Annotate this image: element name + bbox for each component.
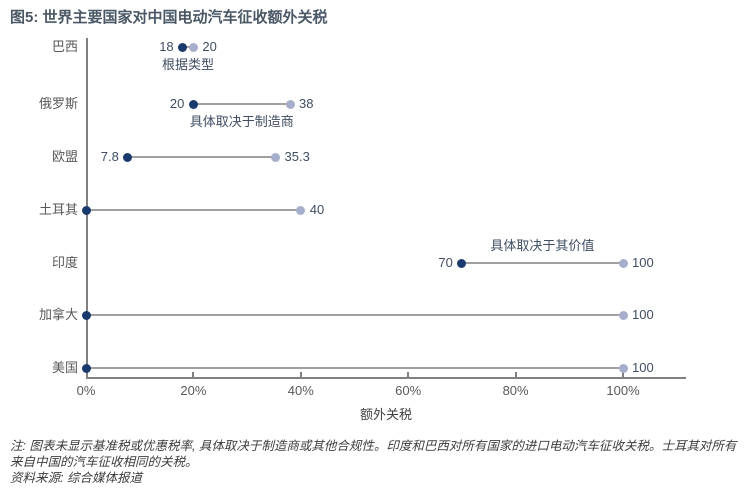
range-connector bbox=[86, 367, 623, 369]
max-value-label: 38 bbox=[299, 96, 314, 111]
max-value-dot bbox=[188, 42, 198, 52]
x-axis-line bbox=[86, 377, 686, 379]
min-value-dot bbox=[188, 99, 198, 109]
max-value-label: 100 bbox=[632, 307, 654, 322]
range-connector bbox=[182, 46, 194, 48]
min-value-label: 18 bbox=[159, 39, 174, 54]
max-value-dot bbox=[618, 363, 628, 373]
note-text: 注: 图表未显示基准税或优惠税率, 具体取决于制造商或其他合规性。印度和巴西对所… bbox=[10, 439, 737, 469]
category-label-7: 美国 bbox=[51, 360, 78, 375]
min-value-dot bbox=[123, 152, 133, 162]
range-annotation: 具体取决于制造商 bbox=[189, 114, 294, 129]
min-value-label: 70 bbox=[438, 255, 453, 270]
x-axis-title: 额外关税 bbox=[359, 407, 412, 422]
max-value-dot bbox=[271, 152, 281, 162]
x-axis-tick bbox=[514, 372, 517, 377]
range-connector bbox=[127, 156, 276, 158]
min-value-dot bbox=[81, 205, 91, 215]
range-annotation: 根据类型 bbox=[162, 57, 215, 72]
x-tick-label: 40% bbox=[287, 383, 314, 398]
max-value-dot bbox=[618, 258, 628, 268]
x-tick-label: 80% bbox=[502, 383, 529, 398]
max-value-label: 20 bbox=[202, 39, 217, 54]
category-label-3: 欧盟 bbox=[51, 149, 78, 164]
max-value-label: 35.3 bbox=[284, 149, 310, 164]
x-axis-tick bbox=[299, 372, 302, 377]
category-label-1: 巴西 bbox=[51, 39, 78, 54]
max-value-label: 100 bbox=[632, 255, 654, 270]
range-annotation: 具体取决于其价值 bbox=[490, 238, 595, 253]
min-value-dot bbox=[81, 363, 91, 373]
x-tick-label: 0% bbox=[76, 383, 96, 398]
max-value-dot bbox=[285, 99, 295, 109]
max-value-dot bbox=[618, 310, 628, 320]
min-value-dot bbox=[457, 258, 467, 268]
category-label-4: 土耳其 bbox=[38, 202, 78, 217]
category-label-6: 加拿大 bbox=[38, 307, 78, 322]
chart-title: 图5: 世界主要国家对中国电动汽车征收额外关税 bbox=[10, 9, 328, 26]
source-text: 资料来源: 综合媒体报道 bbox=[10, 471, 142, 485]
min-value-label: 7.8 bbox=[100, 149, 119, 164]
x-tick-label: 100% bbox=[606, 383, 640, 398]
min-value-dot bbox=[81, 310, 91, 320]
max-value-label: 100 bbox=[632, 360, 654, 375]
x-tick-label: 60% bbox=[395, 383, 422, 398]
x-axis-tick bbox=[192, 372, 195, 377]
range-connector bbox=[86, 209, 301, 211]
range-connector bbox=[86, 314, 623, 316]
footnotes: 注: 图表未显示基准税或优惠税率, 具体取决于制造商或其他合规性。印度和巴西对所… bbox=[10, 438, 744, 486]
x-tick-label: 20% bbox=[180, 383, 207, 398]
max-value-label: 40 bbox=[309, 202, 325, 217]
min-value-dot bbox=[178, 42, 188, 52]
range-connector bbox=[193, 103, 291, 105]
category-label-2: 俄罗斯 bbox=[38, 96, 78, 111]
max-value-dot bbox=[296, 205, 306, 215]
category-label-5: 印度 bbox=[51, 255, 78, 270]
x-axis-tick bbox=[407, 372, 410, 377]
range-connector bbox=[461, 262, 623, 264]
min-value-label: 20 bbox=[169, 96, 185, 111]
x-axis-tick bbox=[622, 372, 624, 377]
